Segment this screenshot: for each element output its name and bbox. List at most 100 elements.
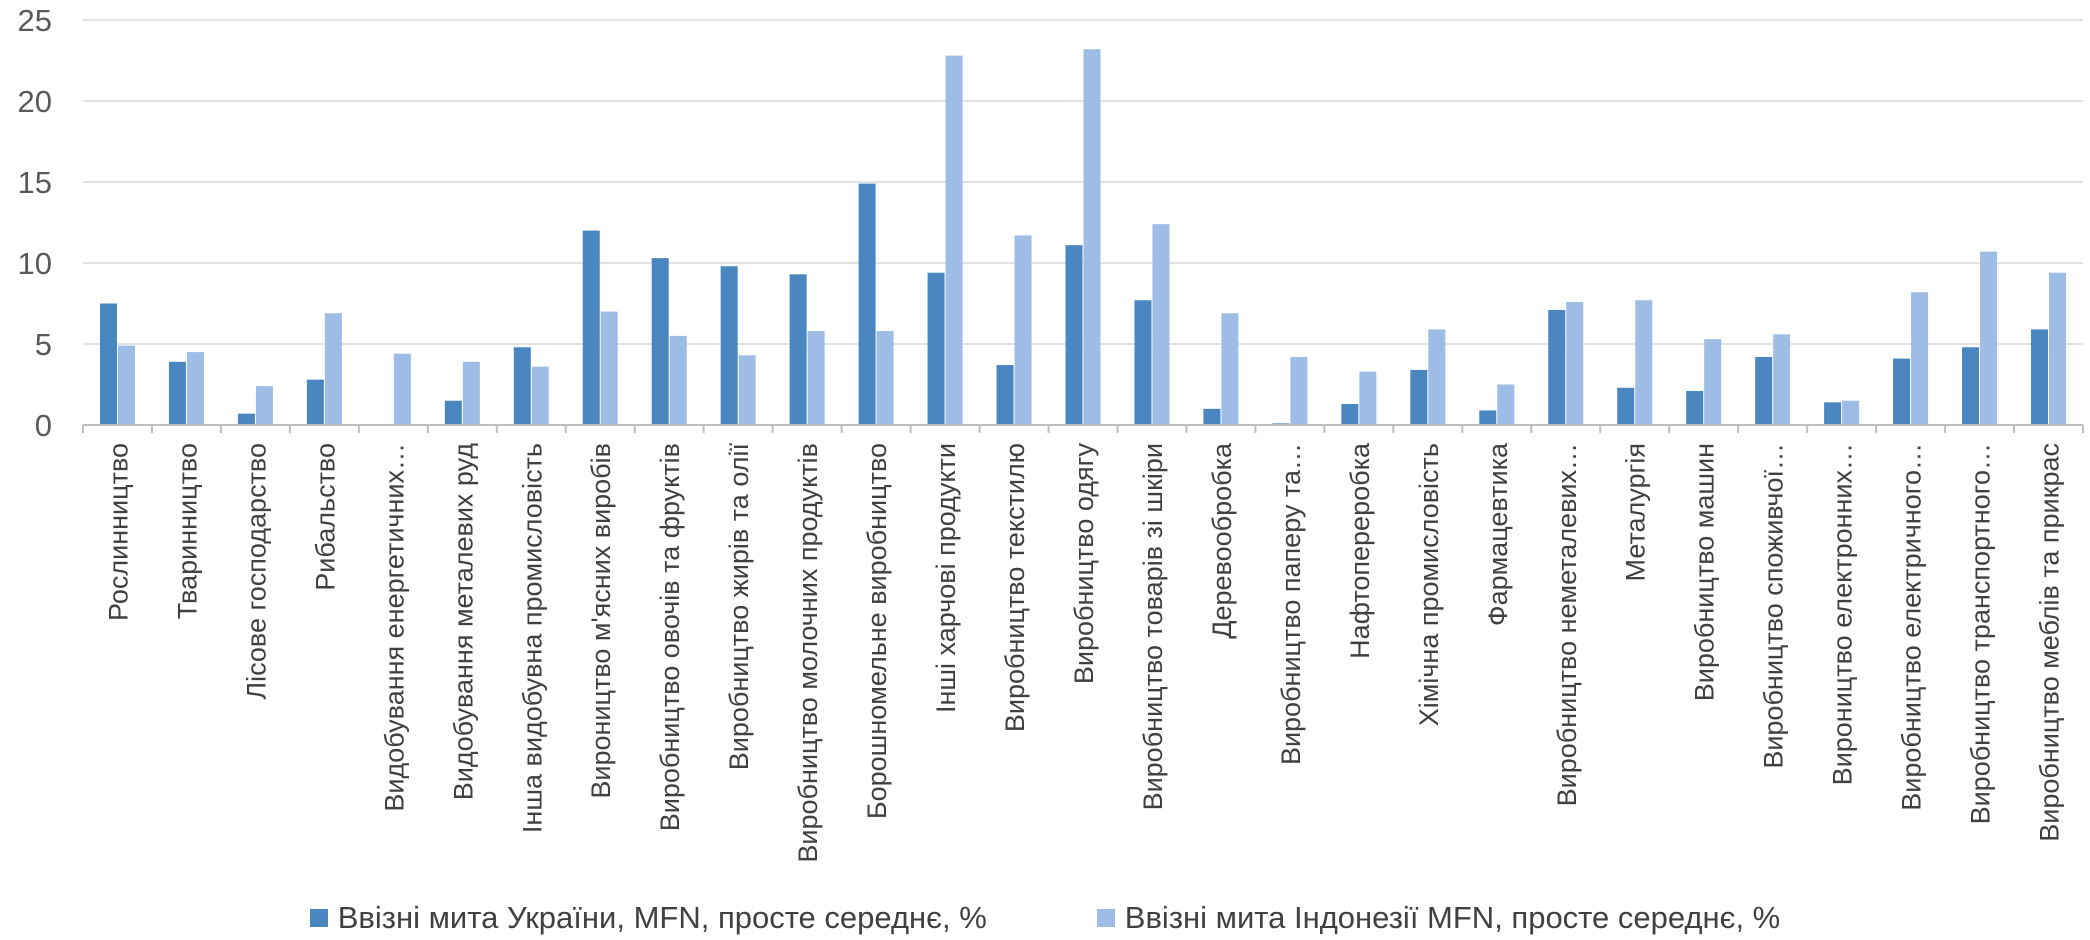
legend: Ввізні мита України, MFN, просте середнє… bbox=[0, 898, 2090, 938]
bar-indonesia bbox=[117, 345, 135, 425]
bar-ukraine bbox=[444, 400, 462, 425]
bar-ukraine bbox=[1548, 309, 1566, 425]
x-category-label: Рибальство bbox=[310, 443, 340, 591]
x-category-label: Виробництво неметалевих… bbox=[1552, 443, 1582, 806]
bar-indonesia bbox=[1704, 339, 1722, 425]
bar-indonesia bbox=[186, 352, 204, 425]
bar-ukraine bbox=[1893, 358, 1911, 425]
x-category-label: Борошномельне виробництво bbox=[862, 443, 892, 819]
bar-ukraine bbox=[1065, 245, 1083, 425]
bar-ukraine bbox=[1203, 408, 1221, 425]
bar-indonesia bbox=[945, 55, 963, 425]
x-category-label: Вироництво м'ясних виробів bbox=[586, 443, 616, 799]
y-tick-label: 25 bbox=[18, 3, 52, 38]
bar-indonesia bbox=[462, 361, 480, 425]
bar-ukraine bbox=[1617, 387, 1635, 425]
bar-ukraine bbox=[99, 303, 117, 425]
bar-ukraine bbox=[858, 183, 876, 425]
x-category-label: Тваринництво bbox=[172, 443, 202, 619]
bar-indonesia bbox=[876, 331, 894, 425]
bar-indonesia bbox=[1911, 292, 1929, 425]
x-category-label: Виробництво текстилю bbox=[1000, 443, 1030, 732]
bar-ukraine bbox=[582, 230, 600, 425]
legend-item-ukraine: Ввізні мита України, MFN, просте середнє… bbox=[309, 900, 987, 936]
bar-ukraine bbox=[1962, 347, 1980, 425]
legend-swatch-indonesia bbox=[1096, 909, 1115, 927]
legend-label-indonesia: Ввізні мита Індонезії MFN, просте середн… bbox=[1124, 900, 1781, 935]
bar-indonesia bbox=[1566, 301, 1584, 425]
x-category-label: Видобування енергетичних… bbox=[379, 443, 409, 812]
x-category-label: Хімічна промисловість bbox=[1414, 443, 1444, 726]
x-category-label: Виробництво електричного… bbox=[1897, 443, 1927, 811]
gridlines bbox=[83, 19, 2083, 345]
y-tick-label: 10 bbox=[18, 246, 52, 281]
bars bbox=[99, 49, 2067, 425]
bar-indonesia bbox=[600, 311, 618, 425]
x-category-label: Виробництво одягу bbox=[1069, 443, 1099, 685]
y-tick-label: 15 bbox=[18, 165, 52, 200]
bar-ukraine bbox=[2031, 329, 2049, 425]
bar-indonesia bbox=[1773, 334, 1791, 425]
bar-ukraine bbox=[513, 347, 531, 425]
bar-ukraine bbox=[651, 258, 669, 425]
x-category-label: Виробництво меблів та прикрас bbox=[2035, 443, 2065, 842]
bar-indonesia bbox=[1152, 224, 1170, 425]
y-axis-ticks: 0 5 10 15 20 25 bbox=[18, 3, 52, 443]
y-tick-label: 5 bbox=[35, 327, 52, 362]
bar-indonesia bbox=[324, 313, 342, 425]
bar-ukraine bbox=[789, 274, 807, 425]
x-category-label: Лісове господарство bbox=[241, 443, 271, 700]
x-category-label: Вироництво електронних… bbox=[1828, 443, 1858, 785]
bar-ukraine bbox=[1824, 402, 1842, 425]
bar-indonesia bbox=[1980, 251, 1998, 425]
x-category-label: Видобування металевих руд bbox=[448, 443, 478, 801]
bar-indonesia bbox=[1635, 300, 1653, 425]
x-category-label: Виробництво овочів та фруктів bbox=[655, 443, 685, 831]
bar-indonesia bbox=[1842, 400, 1860, 425]
bar-indonesia bbox=[1221, 313, 1239, 425]
bar-indonesia bbox=[738, 355, 756, 425]
legend-item-indonesia: Ввізні мита Індонезії MFN, просте середн… bbox=[1096, 900, 1781, 936]
y-tick-label: 20 bbox=[18, 84, 52, 119]
x-category-label: Виробництво жирів та олії bbox=[724, 443, 754, 771]
bar-chart: 0 5 10 15 20 25 Рослинництво Тваринництво Лісов… bbox=[18, 3, 2084, 863]
x-category-label: Нафтопереробка bbox=[1345, 442, 1375, 659]
bar-indonesia bbox=[393, 353, 411, 425]
bar-ukraine bbox=[927, 272, 945, 425]
bar-ukraine bbox=[720, 266, 738, 425]
x-category-label: Виробництво транспортного… bbox=[1966, 443, 1996, 824]
bar-indonesia bbox=[2049, 272, 2067, 425]
bar-ukraine bbox=[237, 413, 255, 425]
bar-indonesia bbox=[1497, 384, 1515, 425]
x-category-label: Виробництво молочних продуктів bbox=[793, 443, 823, 863]
bar-indonesia bbox=[669, 335, 687, 425]
x-category-label: Деревообробка bbox=[1207, 442, 1237, 639]
x-category-label: Виробництво товарів зі шкіри bbox=[1138, 443, 1168, 810]
bar-ukraine bbox=[996, 365, 1014, 425]
bar-ukraine bbox=[1686, 390, 1704, 425]
bar-ukraine bbox=[1341, 403, 1359, 425]
legend-swatch-ukraine bbox=[309, 909, 328, 927]
y-tick-label: 0 bbox=[35, 408, 52, 443]
x-category-label: Виробництво споживчої… bbox=[1759, 443, 1789, 769]
bar-indonesia bbox=[1014, 235, 1032, 425]
x-category-label: Інші харчові продукти bbox=[931, 443, 961, 713]
bar-indonesia bbox=[807, 331, 825, 425]
bar-ukraine bbox=[168, 361, 186, 425]
x-category-label: Рослинництво bbox=[103, 443, 133, 621]
x-category-label: Металургія bbox=[1621, 443, 1651, 581]
bar-indonesia bbox=[1083, 49, 1101, 425]
bar-ukraine bbox=[1134, 300, 1152, 425]
x-category-label: Інша видобувна промисловість bbox=[517, 443, 547, 833]
x-axis-categories: Рослинництво Тваринництво Лісове господарс… bbox=[82, 425, 2084, 863]
x-category-label: Фармацевтика bbox=[1483, 442, 1513, 626]
bar-indonesia bbox=[1428, 329, 1446, 425]
bar-ukraine bbox=[1410, 369, 1428, 425]
x-category-label: Виробництво паперу та… bbox=[1276, 443, 1306, 765]
x-category-label: Виробництво машин bbox=[1690, 443, 1720, 701]
bar-ukraine bbox=[1479, 410, 1497, 425]
bar-ukraine bbox=[306, 379, 324, 425]
legend-label-ukraine: Ввізні мита України, MFN, просте середнє… bbox=[337, 900, 987, 935]
bar-indonesia bbox=[255, 386, 273, 425]
bar-indonesia bbox=[531, 366, 549, 425]
